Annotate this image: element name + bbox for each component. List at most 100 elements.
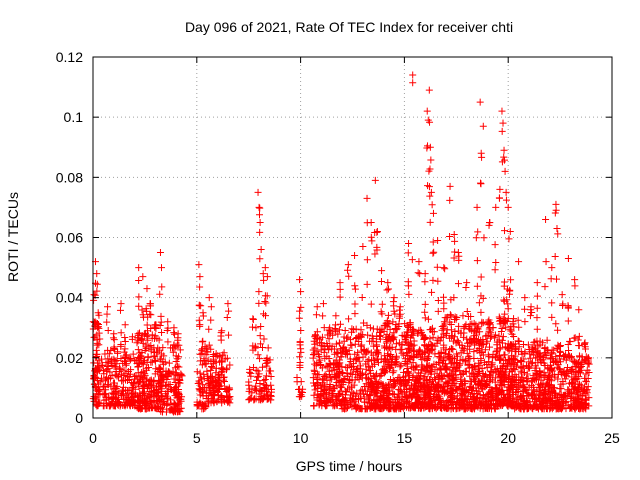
data-point: [475, 364, 483, 372]
data-point: [169, 348, 177, 356]
data-point: [506, 325, 514, 333]
data-point: [372, 372, 380, 380]
data-point: [444, 404, 452, 412]
data-point: [207, 303, 215, 311]
data-point: [446, 311, 454, 319]
data-point: [456, 404, 464, 412]
data-point: [176, 408, 184, 416]
data-point: [570, 334, 578, 342]
data-point: [479, 351, 487, 359]
data-point: [473, 282, 481, 290]
data-point: [331, 372, 339, 380]
data-point: [142, 305, 150, 313]
data-point: [160, 375, 168, 383]
data-point: [95, 311, 103, 319]
data-point: [117, 392, 125, 400]
data-point: [215, 374, 223, 382]
data-point: [482, 332, 490, 340]
data-point: [549, 359, 557, 367]
data-point: [443, 314, 451, 322]
data-point: [335, 326, 343, 334]
data-point: [481, 383, 489, 391]
data-point: [515, 323, 523, 331]
data-point: [138, 390, 146, 398]
data-point: [435, 359, 443, 367]
data-point: [501, 371, 509, 379]
data-point: [504, 344, 512, 352]
data-point: [336, 285, 344, 293]
data-point: [310, 401, 318, 409]
data-point: [373, 348, 381, 356]
data-point: [377, 380, 385, 388]
data-point: [195, 379, 203, 387]
data-point: [163, 394, 171, 402]
data-point: [470, 348, 478, 356]
data-point: [429, 249, 437, 257]
data-point: [256, 255, 264, 263]
data-point: [390, 294, 398, 302]
y-tick-labels: 0 0.02 0.04 0.06 0.08 0.1 0.12: [56, 49, 83, 426]
data-point: [521, 294, 529, 302]
data-point: [92, 346, 100, 354]
data-point: [293, 378, 301, 386]
data-point: [482, 379, 490, 387]
data-point: [476, 179, 484, 187]
data-point: [466, 382, 474, 390]
data-point: [500, 153, 508, 161]
data-point: [196, 273, 204, 281]
data-point: [530, 391, 538, 399]
data-point: [136, 400, 144, 408]
data-point: [207, 345, 215, 353]
data-point: [340, 344, 348, 352]
data-point: [410, 381, 418, 389]
data-point: [449, 374, 457, 382]
data-point: [134, 346, 142, 354]
data-point: [573, 375, 581, 383]
data-point: [108, 362, 116, 370]
data-point: [116, 365, 124, 373]
data-point: [429, 209, 437, 217]
data-point: [521, 349, 529, 357]
data-point: [548, 397, 556, 405]
data-point: [501, 310, 509, 318]
data-point: [470, 375, 478, 383]
data-point: [370, 356, 378, 364]
data-point: [421, 270, 429, 278]
data-point: [583, 366, 591, 374]
data-point: [352, 396, 360, 404]
data-point: [504, 203, 512, 211]
data-point: [540, 351, 548, 359]
data-point: [355, 375, 363, 383]
data-point: [446, 352, 454, 360]
data-point: [345, 379, 353, 387]
data-point: [109, 390, 117, 398]
data-point: [470, 396, 478, 404]
data-point: [426, 118, 434, 126]
data-point: [564, 304, 572, 312]
data-point: [539, 398, 547, 406]
data-point: [557, 348, 565, 356]
data-point: [253, 373, 261, 381]
data-point: [554, 341, 562, 349]
data-point: [175, 341, 183, 349]
data-point: [224, 300, 232, 308]
data-point: [529, 405, 537, 413]
data-point: [505, 373, 513, 381]
data-point: [539, 356, 547, 364]
data-point: [329, 393, 337, 401]
data-point: [196, 321, 204, 329]
data-point: [205, 294, 213, 302]
data-point: [333, 366, 341, 374]
data-point: [142, 380, 150, 388]
data-point: [500, 391, 508, 399]
data-point: [398, 345, 406, 353]
data-point: [504, 305, 512, 313]
data-point: [128, 378, 136, 386]
data-point: [212, 377, 220, 385]
data-point: [579, 357, 587, 365]
data-point: [257, 340, 265, 348]
data-point: [100, 382, 108, 390]
data-point: [408, 256, 416, 264]
data-point: [426, 192, 434, 200]
